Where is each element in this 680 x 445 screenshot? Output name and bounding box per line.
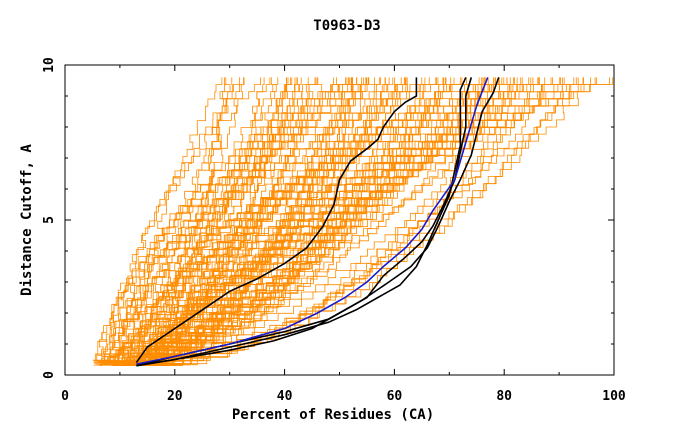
chart-title: T0963-D3 xyxy=(313,18,380,34)
background-model-curve xyxy=(133,77,523,362)
background-model-curve xyxy=(139,77,483,366)
background-model-curve xyxy=(127,77,231,366)
background-model-curve xyxy=(109,77,352,366)
background-model-curve xyxy=(138,77,279,362)
y-tick-label: 10 xyxy=(42,57,57,73)
background-model-curve xyxy=(152,77,508,363)
x-tick-label: 100 xyxy=(602,389,626,404)
background-model-curve xyxy=(156,77,265,366)
background-model-curve xyxy=(120,77,553,366)
background-model-curve xyxy=(118,77,357,363)
x-tick-label: 60 xyxy=(387,389,403,404)
y-axis-ticks: 0 5 10 xyxy=(42,57,614,379)
x-tick-label: 0 xyxy=(61,389,69,404)
background-model-curve xyxy=(140,77,244,362)
background-model-curve xyxy=(94,77,353,362)
highlight-series-line-1 xyxy=(135,77,418,364)
background-model-curve xyxy=(155,77,227,362)
background-model-curve xyxy=(157,77,408,364)
highlight-series-line-5 xyxy=(136,77,489,365)
background-model-curves xyxy=(92,77,614,366)
highlight-series-line-2 xyxy=(136,77,467,367)
background-model-curve xyxy=(153,77,591,364)
background-model-curve xyxy=(136,77,483,361)
background-model-curve xyxy=(107,77,496,364)
highlight-series-line-3 xyxy=(136,77,473,367)
background-model-curve xyxy=(123,77,561,362)
background-model-curve xyxy=(137,77,512,365)
highlighted-model-curves xyxy=(135,77,500,367)
background-model-curve xyxy=(116,77,439,365)
background-model-curve xyxy=(131,77,394,365)
x-axis-title: Percent of Residues (CA) xyxy=(232,407,434,423)
x-axis-ticks: 0 20 40 60 80 100 xyxy=(61,65,626,404)
y-tick-label: 5 xyxy=(42,216,57,224)
background-model-curve xyxy=(128,77,565,366)
x-tick-label: 40 xyxy=(277,389,293,404)
y-axis-title: Distance Cutoff, A xyxy=(19,144,35,296)
y-tick-label: 0 xyxy=(42,371,57,379)
background-model-curve xyxy=(94,77,277,364)
background-model-curve xyxy=(113,77,261,365)
x-tick-label: 80 xyxy=(496,389,512,404)
background-model-curve xyxy=(96,77,240,362)
highlight-series-line-4 xyxy=(136,77,500,367)
x-tick-label: 20 xyxy=(167,389,183,404)
background-model-curve xyxy=(128,77,499,364)
background-model-curve xyxy=(137,77,223,366)
background-model-curve xyxy=(112,77,405,366)
background-model-curve xyxy=(118,77,348,363)
